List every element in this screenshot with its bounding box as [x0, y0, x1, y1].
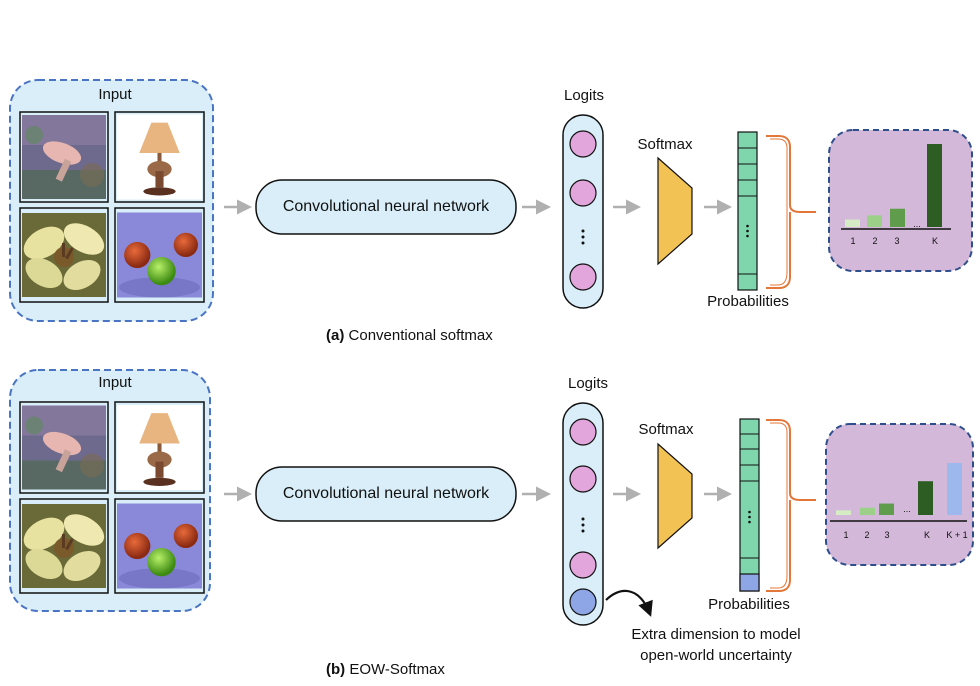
- apples-thumbnail: [117, 503, 202, 589]
- probabilities-vector-b: [739, 418, 760, 592]
- caption-letter-a: (a): [326, 327, 345, 344]
- annotation-line-1: Extra dimension to model: [631, 626, 801, 643]
- ellipsis-icon: [581, 229, 585, 245]
- chart-tick-label: K: [923, 530, 931, 540]
- logits-label-b: Logits: [567, 375, 609, 392]
- chart-tick-label: ...: [913, 219, 921, 229]
- chart-bar: [890, 208, 905, 227]
- lamp-thumbnail: [117, 405, 202, 490]
- mushroom-thumbnail: [22, 115, 106, 199]
- cnn-box-a: [255, 179, 517, 235]
- chart-tick-label: 2: [872, 236, 878, 246]
- chart-box-a: [828, 129, 973, 272]
- softmax-block-b: [657, 442, 693, 550]
- bracket-b: [766, 419, 816, 592]
- panel-b: [9, 369, 974, 626]
- mushroom-thumbnail: [22, 405, 106, 490]
- chart-bar: [836, 510, 851, 515]
- caption-a: (a) Conventional softmax: [326, 327, 493, 344]
- caption-text-a: Conventional softmax: [348, 327, 493, 344]
- chart-tick-label: K + 1: [946, 530, 968, 540]
- probabilities-label-a: Probabilities: [707, 293, 789, 310]
- softmax-block-a: [657, 156, 693, 266]
- chart-tick-label: 3: [894, 236, 900, 246]
- chart-bar: [860, 507, 875, 515]
- chart-bars-b: [836, 463, 962, 515]
- probability-extra-cell: [739, 573, 760, 592]
- input-label-b: Input: [98, 374, 132, 391]
- chart-bar: [845, 219, 860, 227]
- annotation-text: Extra dimension to model open-world unce…: [614, 624, 818, 666]
- flower-thumbnail: [22, 504, 106, 588]
- bracket-a: [766, 135, 816, 289]
- logit-circle: [569, 130, 597, 158]
- caption-b: (b) EOW-Softmax: [326, 661, 445, 678]
- chart-tick-label: 1: [850, 236, 856, 246]
- flower-thumbnail: [22, 213, 106, 297]
- chart-tick-label: 1: [843, 530, 849, 540]
- input-thumbnails-a: [19, 111, 205, 303]
- logit-circle: [569, 551, 597, 579]
- logit-circle: [569, 465, 597, 493]
- chart-bar: [867, 215, 882, 227]
- chart-bar: [927, 144, 942, 227]
- apples-thumbnail: [117, 212, 202, 298]
- softmax-label-b: Softmax: [638, 421, 694, 438]
- logits-label-a: Logits: [563, 87, 605, 104]
- probabilities-label-b: Probabilities: [708, 596, 790, 613]
- input-thumbnails-b: [19, 401, 205, 594]
- caption-text-b: EOW-Softmax: [349, 661, 445, 678]
- caption-letter-b: (b): [326, 661, 346, 678]
- logits-box-a: [562, 114, 604, 309]
- panel-a: [9, 79, 973, 322]
- softmax-label-a: Softmax: [637, 136, 693, 153]
- chart-bars-a: [845, 144, 942, 227]
- logit-circle: [569, 263, 597, 291]
- cnn-label-a: Convolutional neural network: [282, 198, 490, 215]
- cnn-label-b: Convolutional neural network: [282, 485, 490, 502]
- input-label-a: Input: [98, 86, 132, 103]
- lamp-thumbnail: [117, 114, 202, 200]
- chart-tick-label: K: [931, 236, 939, 246]
- chart-bar: [879, 503, 894, 515]
- chart-tick-label: 2: [864, 530, 870, 540]
- probabilities-vector-a: [737, 131, 758, 291]
- logit-circle: [569, 418, 597, 446]
- logit-circle: [569, 179, 597, 207]
- chart-bar: [918, 481, 933, 515]
- chart-bar: [947, 463, 962, 515]
- logit-circle-extra: [569, 588, 597, 616]
- chart-box-b: [825, 423, 974, 566]
- annotation-arrow: [605, 590, 653, 617]
- chart-tick-label: ...: [903, 504, 911, 514]
- cnn-box-b: [255, 466, 517, 522]
- annotation-line-2: open-world uncertainty: [640, 647, 792, 664]
- chart-tick-label: 3: [884, 530, 890, 540]
- ellipsis-icon: [581, 517, 585, 533]
